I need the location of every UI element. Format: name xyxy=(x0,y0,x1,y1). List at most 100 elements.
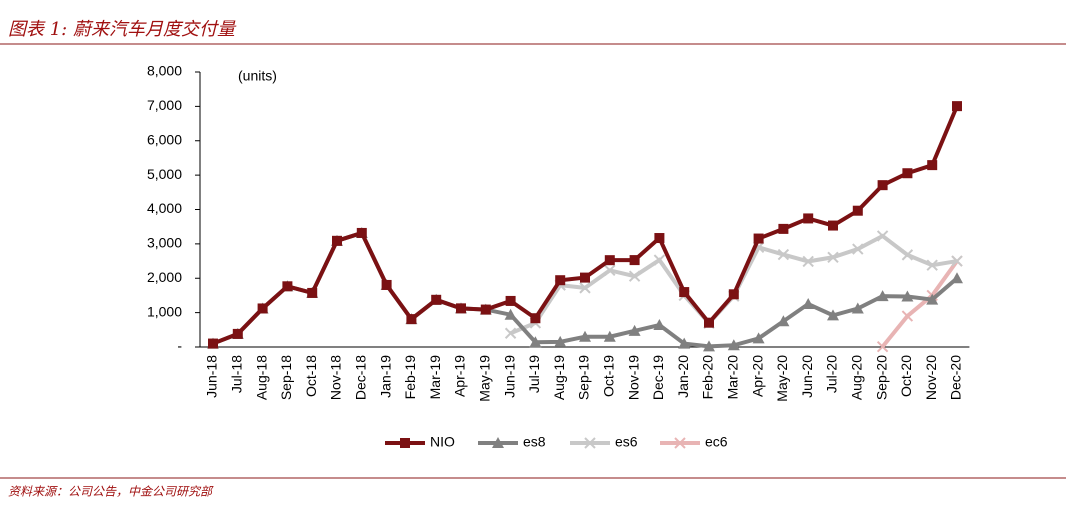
x-tick-label: Jun-19 xyxy=(501,355,517,398)
x-tick-label: Nov-18 xyxy=(328,355,344,400)
x-tick-label: Jun-18 xyxy=(204,355,220,398)
series-line xyxy=(881,259,959,348)
marker xyxy=(952,101,962,112)
chart-title: 图表 1: 蔚来汽车月度交付量 xyxy=(8,19,237,40)
marker xyxy=(504,308,517,320)
marker xyxy=(876,340,889,353)
marker xyxy=(704,317,714,328)
y-tick-label: 3,000 xyxy=(147,235,182,251)
x-tick-label: Mar-19 xyxy=(427,355,443,400)
marker xyxy=(679,287,690,298)
marker xyxy=(851,302,864,314)
y-tick-label: 4,000 xyxy=(147,200,182,216)
x-tick-label: Aug-18 xyxy=(253,355,269,400)
y-tick-label: 7,000 xyxy=(147,97,182,113)
x-tick-label: Jan-19 xyxy=(377,355,393,398)
marker xyxy=(827,251,839,263)
marker xyxy=(406,314,417,325)
x-tick-label: Sep-19 xyxy=(576,355,592,400)
x-tick-label: Oct-20 xyxy=(898,355,914,397)
marker xyxy=(752,332,765,344)
marker xyxy=(628,270,641,282)
marker xyxy=(926,293,939,305)
marker xyxy=(579,330,591,342)
x-tick-label: Aug-19 xyxy=(551,355,567,400)
marker xyxy=(431,294,442,305)
marker xyxy=(728,289,739,300)
x-tick-label: Jul-19 xyxy=(526,355,542,393)
marker xyxy=(555,275,566,286)
series-2 xyxy=(504,230,963,339)
marker xyxy=(951,272,963,284)
marker xyxy=(604,255,615,266)
x-tick-label: Aug-20 xyxy=(849,355,865,400)
x-tick-label: Jun-20 xyxy=(799,355,815,398)
series-0 xyxy=(208,101,962,349)
x-tick-label: Oct-19 xyxy=(601,355,617,397)
marker xyxy=(803,213,814,224)
x-tick-label: Jan-20 xyxy=(675,355,691,398)
marker xyxy=(580,272,590,283)
legend-label: es8 xyxy=(523,434,546,450)
marker xyxy=(505,295,516,306)
legend-label: es6 xyxy=(615,434,638,450)
marker xyxy=(456,303,466,314)
marker xyxy=(876,230,889,242)
marker xyxy=(877,180,888,191)
marker xyxy=(951,255,963,267)
marker xyxy=(926,259,938,271)
legend-label: NIO xyxy=(430,434,455,450)
y-tick-label: 8,000 xyxy=(147,63,182,79)
marker xyxy=(604,264,616,277)
marker xyxy=(678,337,691,349)
marker xyxy=(852,205,863,216)
marker xyxy=(208,338,218,349)
x-tick-label: Dec-20 xyxy=(948,355,964,400)
marker xyxy=(530,313,541,324)
marker xyxy=(654,233,665,244)
marker xyxy=(778,223,789,234)
marker xyxy=(307,287,318,298)
legend-label: ec6 xyxy=(705,434,728,450)
x-tick-label: Apr-19 xyxy=(452,355,468,397)
x-tick-label: Jul-20 xyxy=(824,355,840,393)
marker xyxy=(901,310,914,322)
marker xyxy=(232,328,243,339)
marker xyxy=(504,327,517,339)
series-line xyxy=(509,233,958,336)
y-tick-label: 1,000 xyxy=(147,303,182,319)
marker xyxy=(584,437,596,449)
marker xyxy=(480,304,491,315)
marker xyxy=(603,330,616,342)
marker xyxy=(777,315,790,327)
x-tick-label: Feb-20 xyxy=(700,355,716,400)
x-tick-label: May-20 xyxy=(774,355,790,402)
y-tick-label: - xyxy=(177,338,182,354)
unit-annotation: (units) xyxy=(238,68,277,84)
marker xyxy=(554,335,567,347)
marker xyxy=(332,235,342,246)
marker xyxy=(727,339,740,351)
marker xyxy=(492,437,504,448)
source-note: 资料来源：公司公告，中金公司研究部 xyxy=(8,485,214,499)
x-tick-label: Apr-20 xyxy=(749,355,765,397)
marker xyxy=(381,279,392,290)
series-3 xyxy=(876,255,963,353)
x-tick-label: Nov-20 xyxy=(923,355,939,400)
marker xyxy=(753,233,764,244)
marker xyxy=(529,336,542,348)
x-tick-label: Nov-19 xyxy=(625,355,641,400)
marker xyxy=(901,290,914,302)
series-line xyxy=(212,105,959,346)
x-tick-label: Sep-20 xyxy=(873,355,889,400)
x-tick-label: Mar-20 xyxy=(725,355,741,400)
marker xyxy=(282,281,293,292)
marker xyxy=(852,243,864,255)
y-tick-label: 6,000 xyxy=(147,131,182,147)
x-tick-label: Dec-18 xyxy=(353,355,369,400)
x-tick-label: Dec-19 xyxy=(650,355,666,400)
marker xyxy=(902,168,913,179)
marker xyxy=(802,255,814,268)
marker xyxy=(257,303,268,314)
